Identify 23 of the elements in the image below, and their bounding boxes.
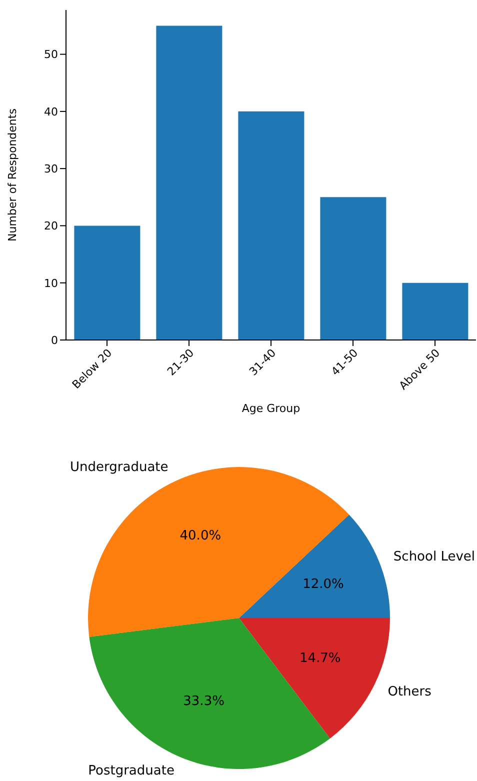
y-tick-label: 50 — [44, 48, 58, 62]
pie-slice — [239, 618, 390, 738]
y-axis-title: Number of Respondents — [6, 108, 19, 242]
data-label: 40.0% — [180, 528, 222, 544]
y-tick-label: 0 — [51, 334, 58, 347]
slice-label: Postgraduate — [88, 764, 174, 779]
bar — [238, 111, 304, 340]
y-tick-label: 30 — [44, 162, 58, 176]
slice-label: School Level — [393, 549, 476, 564]
bar — [74, 226, 140, 340]
pie-slice — [239, 514, 390, 618]
slice-label: Undergraduate — [70, 460, 168, 476]
y-tick-label: 20 — [44, 220, 58, 233]
slice-label: Others — [388, 684, 432, 700]
data-label: 12.0% — [302, 577, 344, 592]
y-tick-label: 40 — [44, 105, 58, 118]
bar — [156, 26, 222, 340]
data-label: 33.3% — [183, 694, 224, 709]
bar — [320, 197, 386, 340]
data-label: 14.7% — [299, 650, 341, 666]
bar — [402, 282, 468, 340]
x-axis-title: Age Group — [242, 402, 300, 415]
y-tick-label: 10 — [44, 276, 58, 290]
